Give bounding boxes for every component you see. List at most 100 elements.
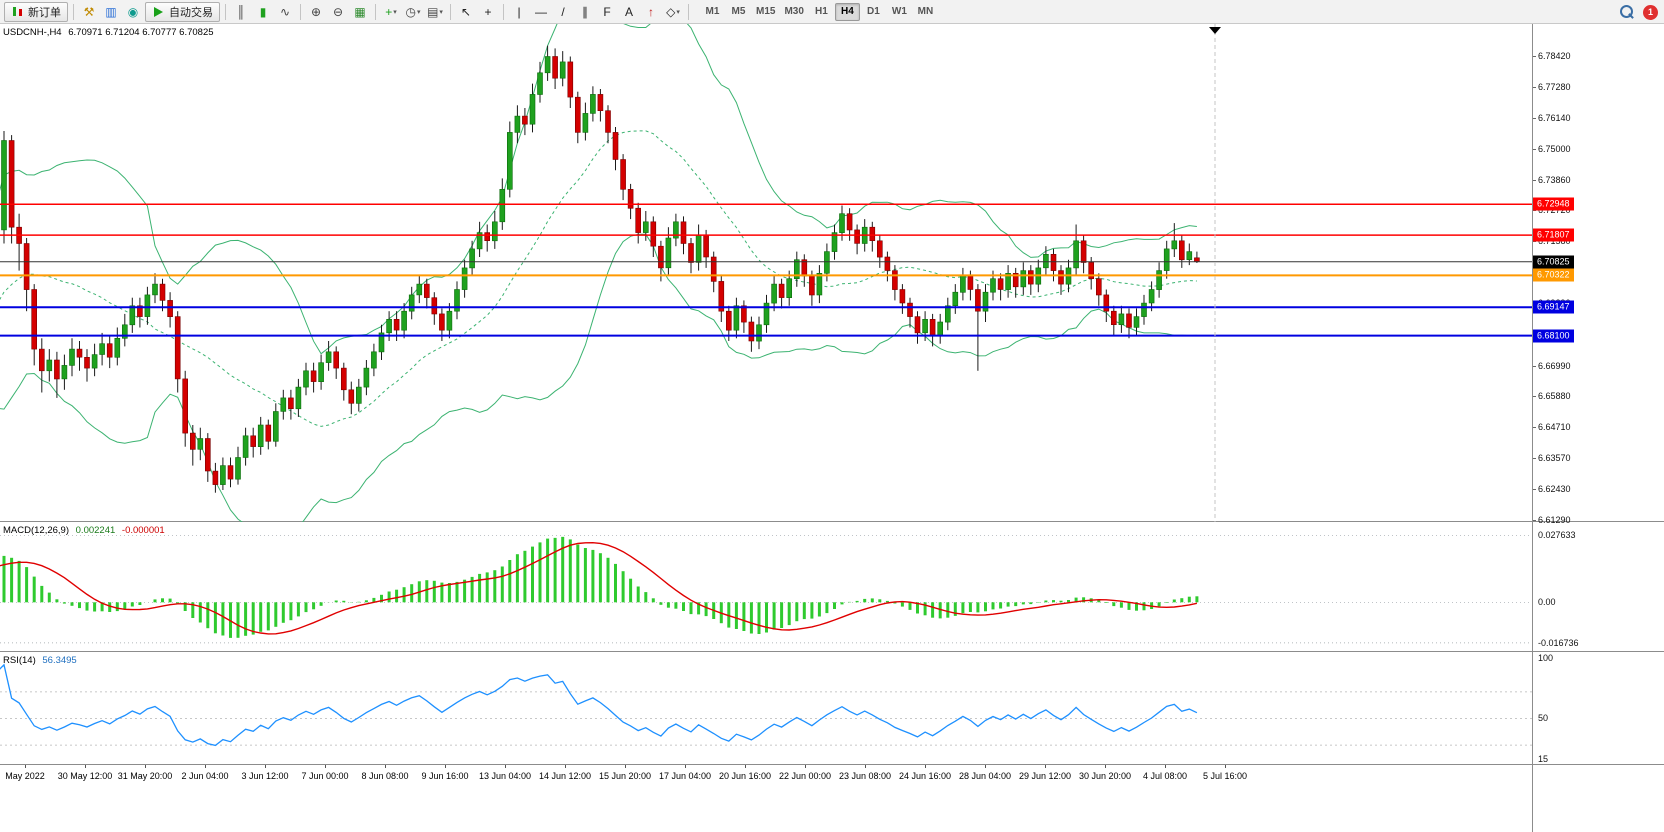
main-chart-svg[interactable] (0, 24, 1532, 522)
arrow-tool-icon[interactable]: ↑ (641, 2, 661, 22)
candle-body (91, 354, 98, 369)
shapes-icon[interactable]: ◇ ▾ (663, 2, 683, 22)
date-label: 5 Jul 16:00 (1202, 771, 1248, 781)
timeframe-h1-button[interactable]: H1 (815, 5, 828, 17)
price-axis-label: 6.65880 (1538, 390, 1571, 401)
rsi-svg[interactable] (0, 652, 1532, 765)
timeframe-mn-button[interactable]: MN (917, 5, 934, 17)
text-label-icon[interactable]: A (619, 2, 639, 22)
candle-body (355, 386, 362, 404)
community-icon[interactable]: ◉ (123, 2, 143, 22)
price-axis-label: 6.75000 (1538, 143, 1571, 154)
date-label: 14 Jun 12:00 (538, 771, 592, 781)
price-axis-tick (1533, 179, 1536, 181)
date-label: 23 Jun 08:00 (838, 771, 892, 781)
fibonacci-icon[interactable]: F (597, 2, 617, 22)
cursor-icon[interactable]: ↖ (456, 2, 476, 22)
macd-svg[interactable] (0, 522, 1532, 652)
macd-panel[interactable]: MACD(12,26,9) 0.002241 -0.000001 (0, 522, 1532, 652)
bar-chart-icon[interactable]: ║ (231, 2, 251, 22)
channel-icon-glyph: ∥ (582, 4, 588, 19)
line-chart-icon[interactable]: ∿ (275, 2, 295, 22)
chart-shift-marker-icon[interactable] (1209, 27, 1221, 34)
candle-body (1073, 240, 1079, 269)
search-icon[interactable] (1620, 4, 1635, 20)
crosshair-icon[interactable]: + (478, 2, 498, 22)
text-label-icon-glyph: A (624, 4, 633, 19)
candle-body (809, 275, 815, 296)
candle-body (1133, 316, 1140, 328)
timeframe-d1-button[interactable]: D1 (867, 5, 880, 17)
zoom-in-icon[interactable]: ⊕ (306, 2, 326, 22)
auto-trading-button[interactable]: 自动交易 (145, 1, 220, 22)
add-indicator-icon[interactable]: + ▾ (381, 2, 401, 22)
price-axis-tick (1533, 86, 1536, 88)
channel-icon[interactable]: ∥ (575, 2, 595, 22)
timeframe-m5-button[interactable]: M5 (731, 5, 746, 17)
price-axis-column[interactable]: 6.784206.772806.761406.750006.738606.727… (1532, 24, 1664, 832)
price-axis-tick (1533, 365, 1536, 367)
timeframe-h4-button[interactable]: H4 (834, 2, 860, 21)
candle-body (567, 61, 574, 98)
candle-body (288, 397, 294, 409)
price-axis-tick (1533, 489, 1536, 491)
candle-body (1050, 254, 1057, 271)
date-label: 22 Jun 00:00 (778, 771, 832, 781)
template-icon[interactable]: ▤ ▾ (425, 2, 445, 22)
horizontal-line-icon[interactable]: — (531, 2, 551, 22)
timeframe-m30-button[interactable]: M30 (784, 5, 804, 17)
main-chart-panel[interactable]: USDCNH-,H4 6.70971 6.71204 6.70777 6.708… (0, 24, 1532, 522)
vertical-line-icon[interactable]: | (509, 2, 529, 22)
date-label: 15 Jun 20:00 (598, 771, 652, 781)
zoom-out-icon[interactable]: ⊖ (328, 2, 348, 22)
date-label: 17 Jun 04:00 (658, 771, 712, 781)
axis-corner (1533, 765, 1664, 832)
candle-body (650, 221, 657, 247)
candle-body (1163, 248, 1170, 271)
candle-body (371, 351, 377, 369)
main-price-axis[interactable]: 6.784206.772806.761406.750006.738606.727… (1533, 24, 1664, 525)
notification-badge[interactable]: 1 (1643, 4, 1658, 20)
time-axis-tick (865, 765, 866, 768)
rsi-panel[interactable]: RSI(14) 56.3495 (0, 652, 1532, 765)
candle-body (718, 281, 725, 312)
time-axis-tick (685, 765, 686, 768)
candlestick-chart-icon[interactable]: ▮ (253, 2, 273, 22)
time-axis-tick (445, 765, 446, 768)
price-axis-label: 6.78420 (1538, 50, 1571, 61)
period-icon[interactable]: ◷ ▾ (403, 2, 423, 22)
trendline-icon[interactable]: / (553, 2, 573, 22)
timeframe-m15-button[interactable]: M15 (756, 5, 776, 17)
price-tag-6.70322: 6.70322 (1533, 268, 1574, 282)
time-axis[interactable]: May 2022 30 May 12:00 31 May 20:00 2 Jun 04… (0, 765, 1532, 786)
candle-body (280, 397, 287, 412)
toolbar-separator (375, 3, 376, 20)
candle-body (846, 213, 853, 231)
new-order-button[interactable]: 新订单 (4, 1, 68, 22)
time-axis-tick (25, 765, 26, 768)
candle-body (899, 289, 906, 304)
candle-body (733, 305, 740, 331)
timeframe-toolbar: M1 M5 M15 M30 H1 H4 D1 W1 MN (700, 2, 938, 21)
date-label: 8 Jun 08:00 (361, 771, 409, 781)
candle-body (756, 324, 762, 342)
candle-body (937, 321, 944, 336)
play-icon (152, 6, 165, 18)
candle-body (212, 470, 219, 485)
price-axis-label: 6.73860 (1538, 174, 1571, 185)
candle-body (658, 245, 664, 269)
vertical-line-icon-glyph: | (517, 4, 521, 19)
price-tag-6.70825: 6.70825 (1533, 255, 1574, 269)
rsi-axis-label: 100 (1538, 653, 1554, 663)
time-axis-tick (205, 765, 206, 768)
candle-body (884, 256, 891, 271)
timeframe-w1-button[interactable]: W1 (891, 5, 907, 17)
timeframe-m1-button[interactable]: M1 (705, 5, 720, 17)
tile-windows-icon[interactable]: ▦ (350, 2, 370, 22)
tools-icon[interactable]: ⚒ (79, 2, 99, 22)
market-watch-icon[interactable]: ▥ (101, 2, 121, 22)
time-axis-tick (265, 765, 266, 768)
candle-body (499, 189, 506, 223)
macd-histogram (2, 536, 1199, 638)
candle-body (461, 267, 468, 290)
